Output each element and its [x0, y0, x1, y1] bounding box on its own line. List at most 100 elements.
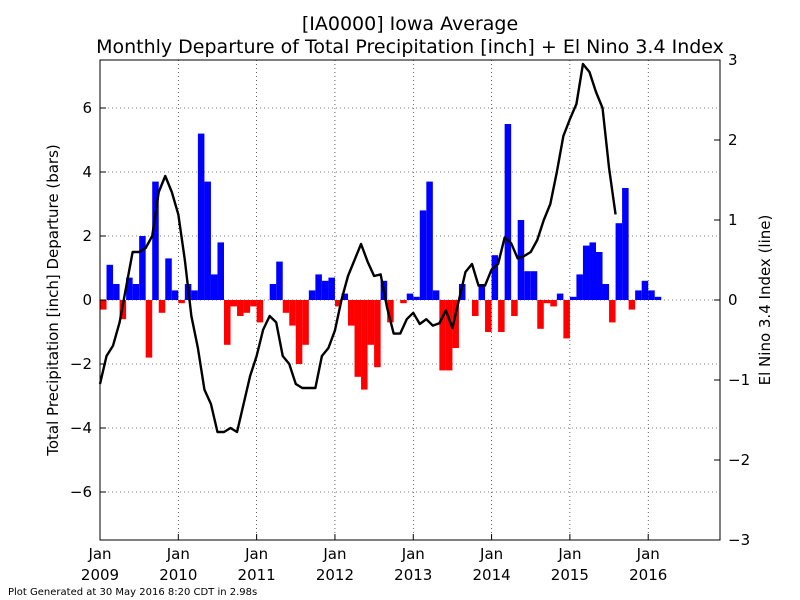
precip-bar [237, 300, 244, 316]
y-tick-label: 4 [82, 163, 92, 181]
precip-bar [243, 300, 251, 313]
x-tick-month: Jan [479, 545, 503, 563]
precip-bar [158, 300, 166, 313]
chart-subtitle: Monthly Departure of Total Precipitation… [96, 36, 724, 58]
precip-bar [635, 290, 642, 300]
precip-bar [367, 300, 375, 345]
x-tick-month: Jan [87, 545, 111, 563]
x-tick-year: 2013 [394, 566, 432, 584]
precip-bar [609, 300, 616, 323]
x-tick-year: 2010 [159, 566, 197, 584]
x-tick-month: Jan [636, 545, 660, 563]
precip-bar [511, 300, 518, 316]
precip-bar [615, 223, 623, 300]
precip-bar [341, 293, 348, 300]
precip-bar [491, 255, 499, 300]
y-axis-left: −6 −4 −2 0 2 4 6 [70, 99, 106, 501]
precip-bar [145, 300, 153, 358]
y2-tick-label: 3 [728, 51, 738, 69]
precip-bar [139, 236, 146, 300]
precip-bar [439, 300, 446, 371]
x-tick-month: Jan [401, 545, 425, 563]
y2-tick-label: −3 [728, 531, 750, 549]
precip-bar [400, 300, 407, 304]
precip-bar [126, 277, 133, 300]
precip-bar [498, 300, 505, 332]
y-tick-label: −6 [70, 483, 92, 501]
y-tick-label: −4 [70, 419, 92, 437]
precip-bar [269, 284, 277, 300]
footer-note: Plot Generated at 30 May 2016 8:20 CDT i… [8, 587, 257, 598]
precip-bar [530, 271, 538, 300]
enso-index-line [98, 62, 617, 434]
y2-tick-label: 2 [728, 131, 738, 149]
x-tick-month: Jan [557, 545, 581, 563]
precip-bar [113, 284, 120, 300]
x-tick-year: 2016 [629, 566, 667, 584]
precip-bar [524, 271, 531, 300]
precip-bar [361, 300, 368, 390]
precip-bar [178, 300, 185, 304]
x-tick-year: 2009 [81, 566, 119, 584]
precip-bar [432, 290, 440, 300]
y2-tick-label: −2 [728, 451, 750, 469]
precip-bar [543, 300, 551, 304]
x-tick-year: 2011 [238, 566, 276, 584]
x-tick-year: 2015 [551, 566, 589, 584]
precip-bar [204, 181, 211, 300]
precip-bar [132, 284, 140, 300]
x-tick-year: 2012 [316, 566, 354, 584]
precip-bar [485, 300, 492, 332]
precip-bar [550, 300, 557, 307]
y2-tick-label: −1 [728, 371, 750, 389]
precip-bar [406, 293, 414, 300]
precip-bar [308, 290, 316, 300]
x-axis: Jan 2009 Jan 2010 Jan 2011 Jan 2012 Jan 2013 Jan 20… [81, 534, 667, 584]
y-tick-label: 6 [82, 99, 92, 117]
precip-bar [315, 274, 322, 300]
precip-bar [328, 277, 335, 300]
precip-bar [302, 300, 309, 345]
precip-bar [602, 284, 610, 300]
precip-bar [250, 300, 257, 307]
precip-bar [556, 293, 564, 300]
x-tick-year: 2014 [472, 566, 510, 584]
y-tick-label: 2 [82, 227, 92, 245]
precip-bar [256, 300, 264, 323]
precip-bar [628, 300, 636, 310]
x-tick-month: Jan [322, 545, 346, 563]
x-tick-month: Jan [244, 545, 268, 563]
precip-bar [648, 290, 655, 300]
precip-bar [171, 290, 179, 300]
precip-bar [276, 261, 283, 300]
precip-bar [321, 280, 329, 300]
y2-tick-label: 0 [728, 291, 738, 309]
precip-bar [537, 300, 544, 329]
precip-bar [152, 181, 159, 300]
precip-bar [576, 274, 583, 300]
precip-bar [282, 300, 290, 313]
precip-bar [165, 258, 172, 300]
precip-bar [569, 296, 577, 300]
precip-bar [289, 300, 296, 326]
y-axis-label: Total Precipitation [inch] Departure (ba… [44, 144, 62, 457]
chart-title: [IA0000] Iowa Average [302, 13, 518, 35]
precip-bar [504, 124, 512, 300]
precip-bar [589, 242, 596, 300]
precip-bar [419, 210, 427, 300]
precip-bar [374, 300, 381, 368]
precip-bar [426, 181, 433, 300]
precip-bar [106, 264, 114, 300]
precip-bar [458, 284, 466, 300]
precip-bar [191, 290, 198, 300]
precip-bar [445, 300, 453, 371]
y2-axis-label: El Nino 3.4 Index (line) [756, 215, 774, 386]
precip-bar [517, 220, 525, 300]
precip-bar [387, 300, 394, 323]
precip-bar [210, 274, 218, 300]
precip-bar [563, 300, 570, 339]
precip-bar [217, 242, 224, 300]
precip-bar [224, 300, 231, 345]
y-tick-label: −2 [70, 355, 92, 373]
